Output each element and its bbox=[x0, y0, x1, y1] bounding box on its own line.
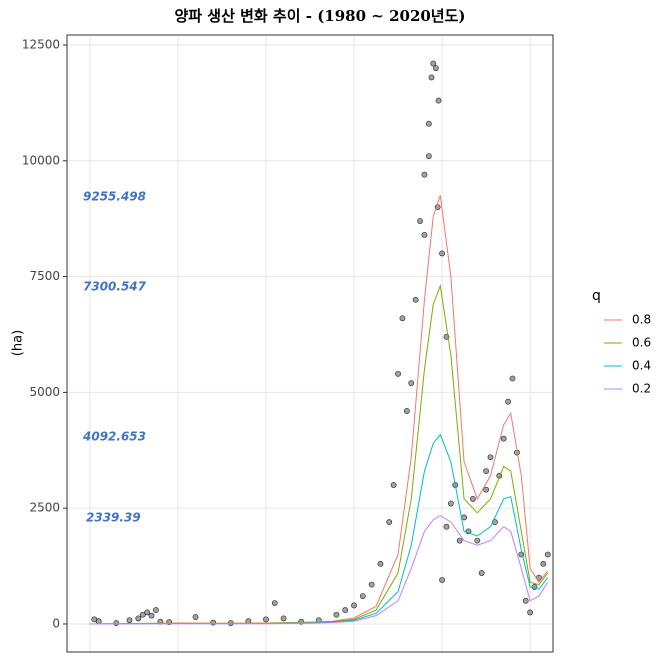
point bbox=[428, 74, 435, 81]
point bbox=[351, 602, 357, 609]
point bbox=[399, 315, 406, 322]
point bbox=[412, 296, 419, 303]
point bbox=[403, 408, 410, 414]
point bbox=[540, 560, 547, 567]
point bbox=[359, 593, 366, 600]
point bbox=[500, 435, 507, 442]
point bbox=[430, 60, 437, 67]
point bbox=[421, 232, 428, 238]
point bbox=[447, 500, 454, 507]
point bbox=[469, 496, 476, 502]
point bbox=[192, 614, 199, 620]
quantile-line bbox=[89, 433, 549, 625]
point bbox=[439, 577, 445, 583]
point bbox=[153, 607, 159, 613]
point bbox=[417, 218, 423, 224]
point bbox=[135, 615, 142, 622]
point bbox=[333, 611, 340, 618]
chart-title: 양파 생산 변화 추이 - (1980 ~ 2020년도) bbox=[174, 7, 465, 25]
point bbox=[139, 611, 146, 618]
legend-label: 0.6 bbox=[632, 336, 651, 350]
quantile-line bbox=[89, 195, 549, 625]
point bbox=[483, 468, 489, 475]
point bbox=[487, 454, 494, 461]
point bbox=[395, 370, 401, 377]
point bbox=[433, 65, 439, 72]
point bbox=[113, 620, 120, 626]
y-tick-label: 5000 bbox=[29, 385, 60, 399]
y-tick-label: 0 bbox=[52, 616, 60, 630]
point bbox=[210, 619, 217, 626]
point bbox=[425, 120, 432, 127]
point bbox=[368, 581, 375, 588]
point bbox=[144, 609, 151, 616]
point bbox=[522, 597, 529, 604]
y-tick-label: 2500 bbox=[29, 501, 60, 515]
point bbox=[478, 570, 485, 576]
point bbox=[148, 612, 155, 619]
point bbox=[386, 519, 393, 525]
point bbox=[271, 600, 278, 607]
point bbox=[280, 615, 287, 622]
annotation: 2339.39 bbox=[86, 511, 141, 525]
y-tick-label: 10000 bbox=[22, 153, 60, 167]
annotation: 7300.547 bbox=[83, 280, 147, 294]
point bbox=[483, 486, 489, 493]
point bbox=[408, 380, 415, 387]
point bbox=[263, 616, 269, 623]
point bbox=[509, 375, 516, 382]
point bbox=[425, 153, 432, 160]
annotation: 9255.498 bbox=[83, 190, 146, 204]
point bbox=[342, 607, 349, 613]
quantile-line bbox=[89, 515, 549, 625]
annotation: 4092.653 bbox=[82, 430, 146, 444]
legend-title: q bbox=[592, 288, 601, 304]
point bbox=[544, 551, 551, 558]
point bbox=[474, 537, 481, 544]
point bbox=[456, 537, 463, 544]
point bbox=[435, 97, 442, 104]
point bbox=[126, 617, 133, 624]
y-tick-label: 7500 bbox=[29, 269, 60, 283]
point bbox=[527, 609, 534, 616]
point bbox=[421, 171, 428, 178]
point bbox=[439, 250, 445, 257]
plot-border bbox=[66, 34, 554, 653]
point bbox=[443, 523, 450, 530]
point bbox=[505, 398, 511, 405]
legend-label: 0.2 bbox=[632, 382, 651, 396]
legend-label: 0.8 bbox=[632, 313, 651, 327]
point bbox=[95, 618, 102, 625]
y-tick-label: 12500 bbox=[22, 38, 60, 52]
legend-label: 0.4 bbox=[632, 359, 651, 373]
y-axis-label: (ha) bbox=[11, 330, 26, 356]
point bbox=[377, 560, 384, 567]
point bbox=[390, 482, 397, 488]
